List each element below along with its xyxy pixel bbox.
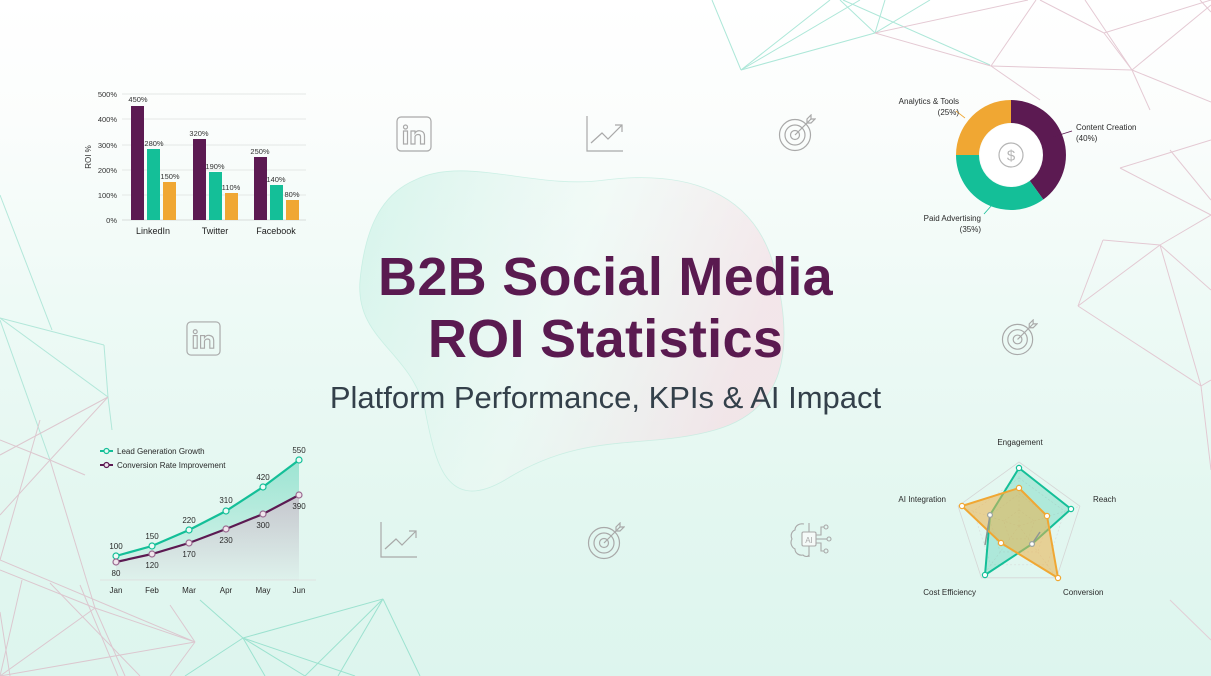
- donut-slice-paid-advertising: [956, 155, 1044, 210]
- bar: [286, 200, 299, 220]
- bar: [163, 182, 176, 220]
- linkedin-icon: [186, 321, 221, 356]
- svg-text:AI: AI: [805, 536, 813, 545]
- dollar-icon: $: [998, 142, 1024, 168]
- target-icon: [1001, 319, 1038, 356]
- bar: [193, 139, 206, 220]
- legend-label: Lead Generation Growth: [117, 447, 205, 456]
- svg-text:$: $: [1007, 148, 1016, 165]
- radar-axis-label: Engagement: [997, 438, 1043, 447]
- data-label: 170: [182, 550, 196, 559]
- donut-slice-analytics-tools: [956, 100, 1011, 155]
- data-label: 550: [292, 446, 306, 455]
- x-month-label: Feb: [145, 586, 159, 595]
- donut-chart: $ Content Creation (40%) Analytics & Too…: [899, 97, 1137, 234]
- y-tick: 300%: [98, 141, 118, 150]
- x-category-label: Twitter: [202, 226, 229, 236]
- data-label: 220: [182, 516, 196, 525]
- target-icon: [778, 114, 816, 152]
- donut-label: (25%): [938, 108, 960, 117]
- legend-label: Conversion Rate Improvement: [117, 461, 226, 470]
- donut-label: (40%): [1076, 134, 1098, 143]
- data-label: 310: [219, 496, 233, 505]
- y-tick: 500%: [98, 90, 118, 99]
- page-title-line1: B2B Social Media: [378, 247, 833, 307]
- page-title-line2: ROI Statistics: [427, 309, 784, 369]
- line-legend: Lead Generation Growth Conversion Rate I…: [100, 447, 226, 470]
- data-label: 100: [109, 542, 123, 551]
- line-chart: Lead Generation Growth Conversion Rate I…: [100, 446, 316, 595]
- trend-chart-icon: [380, 522, 418, 558]
- target-icon: [587, 522, 625, 560]
- radar-axis-label: Reach: [1093, 495, 1116, 504]
- line-lead-generation: [115, 459, 300, 558]
- radar-axis-label: Cost Efficiency: [923, 588, 976, 597]
- data-label: 150: [145, 532, 159, 541]
- bar: [131, 106, 144, 220]
- line-conversion-rate: [115, 494, 300, 564]
- data-label: 230: [219, 536, 233, 545]
- trend-chart-icon: [586, 116, 624, 152]
- donut-label: Paid Advertising: [924, 214, 981, 223]
- x-month-label: Jun: [293, 586, 306, 595]
- bar-value-label: 150%: [160, 172, 180, 181]
- page-subtitle: Platform Performance, KPIs & AI Impact: [329, 380, 882, 415]
- x-category-label: Facebook: [256, 226, 296, 236]
- x-category-label: LinkedIn: [136, 226, 170, 236]
- bar-value-label: 320%: [189, 129, 209, 138]
- bar-chart: 500% 400% 300% 200% 100% 0% ROI % 450% 2…: [84, 90, 306, 236]
- bar-value-label: 250%: [250, 147, 270, 156]
- bar-value-label: 80%: [284, 190, 299, 199]
- data-label: 80: [112, 569, 121, 578]
- bar-value-label: 140%: [266, 175, 286, 184]
- bar: [147, 149, 160, 220]
- x-month-label: Jan: [110, 586, 123, 595]
- data-label: 300: [256, 521, 270, 530]
- x-month-label: Apr: [220, 586, 233, 595]
- donut-slice-content-creation: [1011, 100, 1066, 200]
- y-axis-label: ROI %: [84, 145, 93, 169]
- x-month-label: Mar: [182, 586, 196, 595]
- bar-value-label: 190%: [205, 162, 225, 171]
- y-tick: 100%: [98, 191, 118, 200]
- radar-axis-label: Conversion: [1063, 588, 1103, 597]
- bar-value-label: 280%: [144, 139, 164, 148]
- decorative-blob: [359, 170, 785, 492]
- x-month-label: May: [255, 586, 270, 595]
- donut-label: (35%): [960, 225, 982, 234]
- bar: [254, 157, 267, 220]
- y-tick: 400%: [98, 115, 118, 124]
- bar-value-label: 450%: [128, 95, 148, 104]
- data-label: 390: [292, 502, 306, 511]
- linkedin-icon: [396, 116, 432, 152]
- data-label: 420: [256, 473, 270, 482]
- donut-label: Content Creation: [1076, 123, 1136, 132]
- bar: [270, 185, 283, 220]
- y-tick: 0%: [106, 216, 117, 225]
- data-label: 120: [145, 561, 159, 570]
- ai-brain-icon: AI: [790, 520, 832, 560]
- radar-axis-label: AI Integration: [898, 495, 946, 504]
- y-tick: 200%: [98, 166, 118, 175]
- donut-label: Analytics & Tools: [899, 97, 959, 106]
- radar-series-orange: [961, 487, 1059, 579]
- title-block: B2B Social Media ROI Statistics Platform…: [0, 246, 1211, 416]
- bar: [209, 172, 222, 220]
- radar-chart: Engagement Reach Conversion Cost Efficie…: [898, 438, 1116, 597]
- bar: [225, 193, 238, 220]
- bar-value-label: 110%: [222, 183, 241, 192]
